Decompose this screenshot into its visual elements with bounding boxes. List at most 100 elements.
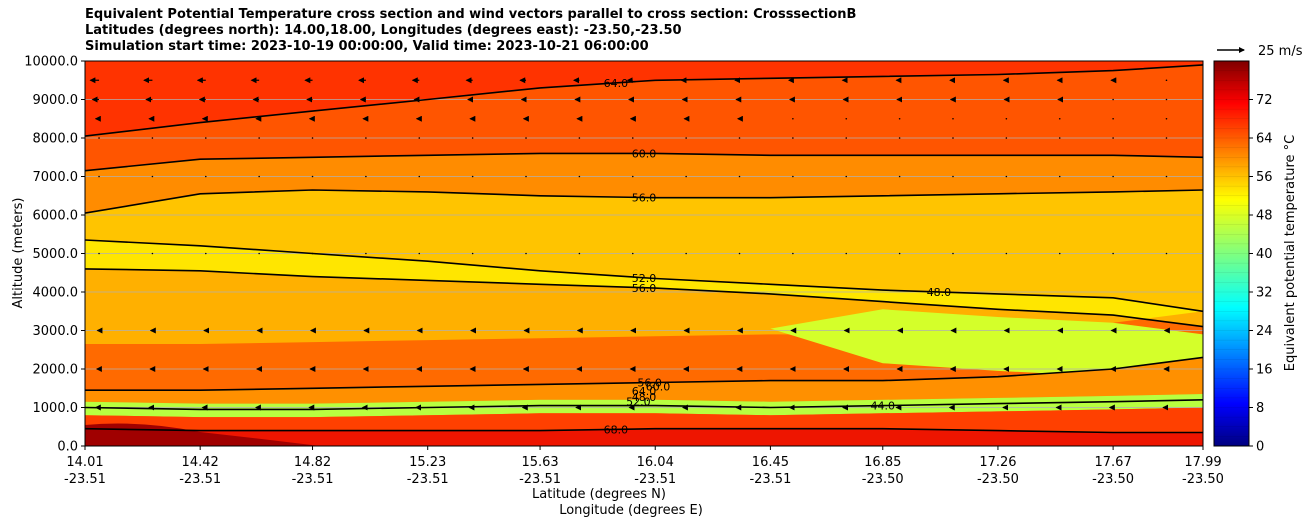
wind-vector bbox=[1005, 117, 1008, 120]
y-tick-label: 5000.0 bbox=[33, 247, 79, 262]
contour-label: 56.0 bbox=[637, 377, 662, 390]
wind-vector bbox=[792, 137, 794, 139]
y-tick-label: 10000.0 bbox=[24, 55, 78, 70]
wind-vector bbox=[365, 175, 367, 178]
colorbar-tick-label: 8 bbox=[1256, 401, 1264, 416]
x-tick-label-lat: 16.04 bbox=[637, 455, 674, 470]
x-axis: 14.01 -23.51 14.42 -23.51 14.82 -23.51 15.23 -2… bbox=[64, 446, 1224, 487]
quiver-key-label: 25 m/s bbox=[1258, 44, 1303, 59]
y-tick-label: 8000.0 bbox=[33, 132, 79, 147]
wind-vector bbox=[952, 117, 954, 120]
x-tick-label-lon: -23.51 bbox=[407, 472, 449, 487]
y-tick-label: 3000.0 bbox=[33, 324, 79, 339]
wind-vector bbox=[685, 175, 687, 178]
wind-vector bbox=[1058, 117, 1061, 120]
x-tick-label-lon: -23.50 bbox=[977, 472, 1019, 487]
contour-label: 68.0 bbox=[604, 423, 629, 436]
contour-label: 60.0 bbox=[646, 381, 671, 394]
x-tick-label-lon: -23.50 bbox=[1182, 472, 1224, 487]
wind-vector bbox=[204, 137, 207, 139]
wind-vector bbox=[1165, 117, 1168, 120]
contour-lines: 64.060.056.052.056.048.064.060.056.052.0… bbox=[85, 64, 1203, 436]
title-line-3: Simulation start time: 2023-10-19 00:00:… bbox=[85, 39, 649, 54]
x-tick-label-lat: 17.26 bbox=[979, 455, 1016, 470]
title-line-2: Latitudes (degrees north): 14.00,18.00, … bbox=[85, 23, 682, 38]
x-tick-label-lat: 14.42 bbox=[182, 455, 219, 470]
contour-line-64 bbox=[85, 356, 1203, 391]
x-tick-label-lat: 15.23 bbox=[409, 455, 446, 470]
wind-vector bbox=[845, 137, 848, 139]
title-line-1: Equivalent Potential Temperature cross s… bbox=[85, 7, 857, 22]
wind-vector bbox=[258, 175, 260, 178]
contour-line-48 bbox=[85, 268, 1203, 328]
x-tick-label-lon: -23.51 bbox=[179, 472, 221, 487]
wind-vector bbox=[1112, 98, 1114, 101]
wind-vector bbox=[525, 252, 527, 255]
wind-vector bbox=[418, 175, 421, 178]
wind-vector bbox=[1112, 175, 1114, 178]
wind-vector bbox=[98, 252, 100, 255]
wind-vector bbox=[1112, 137, 1114, 139]
chart-title: Equivalent Potential Temperature cross s… bbox=[85, 7, 856, 55]
wind-vector bbox=[1005, 137, 1008, 139]
y-tick-label: 7000.0 bbox=[33, 170, 79, 185]
wind-vector bbox=[845, 175, 848, 178]
wind-vector bbox=[525, 137, 527, 139]
contour-line-64 bbox=[85, 64, 1203, 137]
colorbar-tick-label: 40 bbox=[1256, 247, 1273, 262]
colorbar-tick-label: 32 bbox=[1256, 286, 1273, 301]
wind-vector bbox=[898, 252, 901, 255]
y-tick-label: 4000.0 bbox=[33, 286, 79, 301]
wind-vector bbox=[1005, 175, 1008, 178]
wind-vector bbox=[365, 252, 367, 255]
wind-vector bbox=[1165, 252, 1168, 255]
wind-vector bbox=[1112, 117, 1114, 120]
colorbar-tick-label: 0 bbox=[1256, 440, 1264, 455]
wind-vector bbox=[898, 137, 901, 139]
x-tick-label-lon: -23.51 bbox=[634, 472, 676, 487]
fill-band-surface bbox=[85, 428, 1203, 446]
wind-vector bbox=[631, 175, 634, 178]
wind-vector bbox=[1058, 175, 1061, 178]
wind-vector bbox=[845, 252, 848, 255]
contour-line-52 bbox=[85, 239, 1203, 313]
wind-vector bbox=[792, 252, 794, 255]
quiver-key: 25 m/s bbox=[1217, 44, 1303, 59]
colorbar-label: Equivalent potential temperature °C bbox=[1283, 135, 1298, 371]
wind-vector bbox=[738, 252, 741, 255]
wind-vector bbox=[578, 175, 581, 178]
wind-vector bbox=[952, 175, 954, 178]
contour-label: 44.0 bbox=[871, 400, 896, 413]
wind-vector bbox=[845, 117, 848, 120]
y-axis-label: Altitude (meters) bbox=[11, 198, 26, 309]
contour-line-68 bbox=[85, 427, 1203, 434]
wind-vector bbox=[525, 175, 527, 178]
wind-vector bbox=[738, 137, 741, 139]
y-tick-label: 6000.0 bbox=[33, 209, 79, 224]
fill-band-48 bbox=[85, 303, 1203, 389]
wind-vector bbox=[311, 175, 314, 178]
wind-vector bbox=[1058, 137, 1061, 139]
colorbar-tick-label: 16 bbox=[1256, 363, 1273, 378]
wind-vector bbox=[578, 137, 581, 139]
wind-vector bbox=[952, 252, 954, 255]
fill-band-60 bbox=[85, 153, 1203, 214]
x-tick-label-lon: -23.51 bbox=[292, 472, 334, 487]
wind-vector bbox=[1005, 252, 1008, 255]
wind-vector bbox=[685, 137, 687, 139]
wind-vector bbox=[365, 137, 367, 139]
contour-label: 56.0 bbox=[632, 191, 657, 204]
contour-line-60 bbox=[85, 152, 1203, 172]
wind-vector bbox=[792, 117, 794, 120]
x-tick-label-lat: 14.01 bbox=[66, 455, 103, 470]
wind-vector bbox=[151, 137, 154, 139]
contour-label: 48.0 bbox=[927, 286, 952, 299]
wind-vector bbox=[1165, 175, 1168, 178]
x-tick-label-lon: -23.50 bbox=[862, 472, 904, 487]
fill-band-64 bbox=[85, 64, 1203, 171]
x-tick-label-lon: -23.51 bbox=[749, 472, 791, 487]
wind-vector bbox=[471, 252, 474, 255]
wind-vector bbox=[1165, 98, 1168, 101]
colorbar-tick-label: 64 bbox=[1256, 132, 1273, 147]
